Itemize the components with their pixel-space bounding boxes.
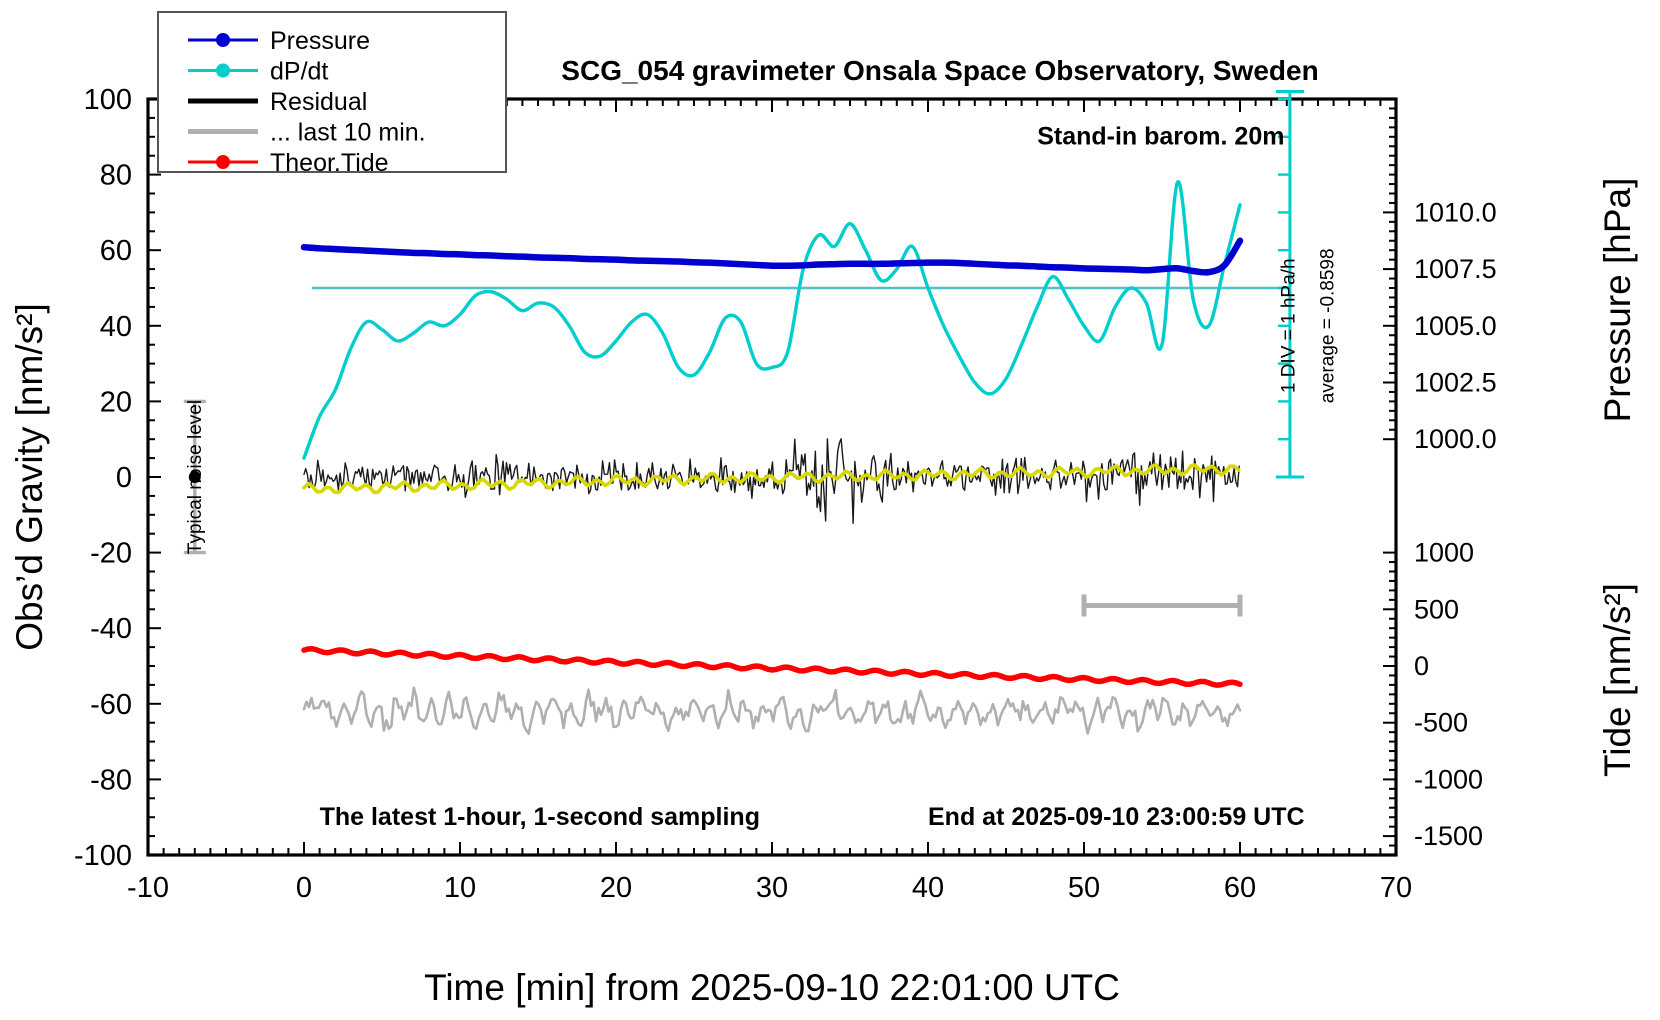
y-tick-label: 0 (116, 462, 132, 494)
x-tick-label: 70 (1380, 872, 1412, 904)
series-residual-smoothed (302, 463, 1241, 495)
tide-tick-label: 500 (1414, 594, 1459, 624)
series-pressure (300, 237, 1244, 276)
annotation-noise-level: Typical noise level (185, 400, 206, 554)
x-tick-label: 40 (912, 872, 944, 904)
x-tick-label: 20 (600, 872, 632, 904)
y-tick-label: -40 (90, 613, 132, 645)
tide-tick-label: 0 (1414, 651, 1429, 681)
pressure-tick-label: 1010.0 (1414, 197, 1497, 227)
right-axis-title-pressure: Pressure [hPa] (1597, 178, 1638, 423)
tide-tick-label: -1500 (1414, 821, 1483, 851)
chart-title: SCG_054 gravimeter Onsala Space Observat… (561, 55, 1318, 86)
legend-marker-dot (216, 33, 230, 47)
legend-marker-dot (216, 63, 230, 78)
series-residual (303, 438, 1240, 525)
x-tick-label: 30 (756, 872, 788, 904)
pressure-tick-label: 1000.0 (1414, 424, 1497, 454)
x-axis-title: Time [min] from 2025-09-10 22:01:00 UTC (424, 967, 1120, 1008)
tide-tick-label: -1000 (1414, 764, 1483, 794)
pressure-tick-label: 1007.5 (1414, 254, 1497, 284)
right-axis-title-tide: Tide [nm/s²] (1597, 583, 1638, 777)
y-tick-label: 20 (100, 386, 132, 418)
y-tick-label: -80 (90, 764, 132, 796)
pressure-tick-label: 1005.0 (1414, 311, 1497, 341)
annotation-stand-in-barometer: Stand-in barom. 20m (1037, 122, 1284, 150)
noise-center-dot (188, 471, 201, 483)
x-tick-label: 0 (296, 872, 312, 904)
pressure-tick-label: 1002.5 (1414, 368, 1497, 398)
legend-label: Pressure (270, 27, 370, 55)
legend-label: dP/dt (270, 58, 328, 86)
annotation-dpdt-average: average = -0.8598 (1318, 248, 1339, 403)
y-tick-label: -60 (90, 689, 132, 721)
x-tick-label: 50 (1068, 872, 1100, 904)
tide-tick-label: 1000 (1414, 538, 1474, 568)
x-tick-label: 10 (444, 872, 476, 904)
legend-label: ... last 10 min. (270, 119, 426, 147)
annotation-sampling-note: The latest 1-hour, 1-second sampling (320, 803, 760, 831)
y-axis-title: Obs’d Gravity [nm/s²] (9, 303, 50, 650)
legend-label: Theor.Tide (270, 149, 389, 177)
legend-marker-dot (216, 155, 230, 169)
y-tick-label: 80 (100, 160, 132, 192)
annotation-div-scale: 1 DIV = 1 hPa/h (1279, 258, 1300, 393)
series-theor-tide (301, 645, 1243, 688)
y-tick-label: 60 (100, 235, 132, 267)
y-tick-label: -100 (74, 840, 132, 872)
y-tick-label: -20 (90, 538, 132, 570)
x-tick-label: 60 (1224, 872, 1256, 904)
y-tick-label: 100 (84, 84, 132, 116)
series-dpdt (302, 180, 1242, 460)
x-tick-label: -10 (127, 872, 169, 904)
y-tick-label: 40 (100, 311, 132, 343)
annotation-end-time: End at 2025-09-10 23:00:59 UTC (928, 803, 1305, 831)
series-last-10min (302, 686, 1242, 735)
legend-label: Residual (270, 88, 367, 116)
tide-tick-label: -500 (1414, 708, 1468, 738)
